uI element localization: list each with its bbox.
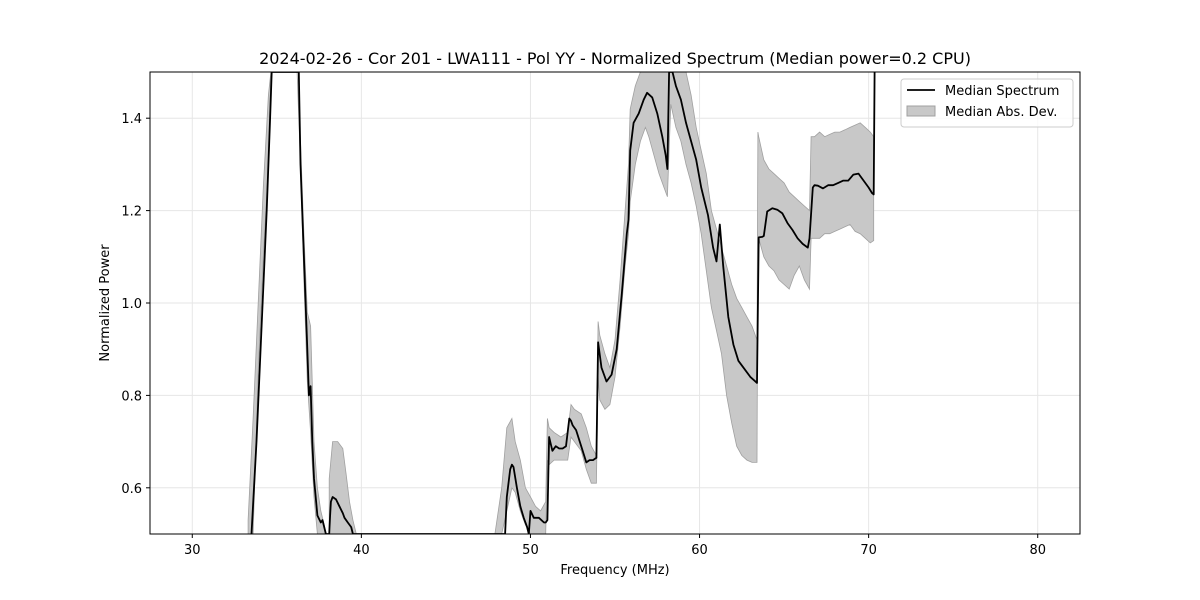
legend: Median Spectrum Median Abs. Dev. [900,78,1074,128]
legend-label-median-abs-dev: Median Abs. Dev. [945,105,1057,120]
legend-label-median-spectrum: Median Spectrum [945,84,1059,99]
y-axis-label: Normalized Power [98,244,113,362]
y-tick-label: 1.2 [121,205,142,220]
y-tick-label: 1.4 [121,112,142,127]
chart-title: 2024-02-26 - Cor 201 - LWA111 - Pol YY -… [259,49,971,68]
x-tick-label: 80 [1029,543,1046,558]
x-tick-label: 70 [860,543,877,558]
mad-band-segment [328,441,357,534]
y-tick-label: 0.6 [121,482,142,497]
x-axis-label: Frequency (MHz) [560,563,669,578]
x-tick-label: 30 [184,543,201,558]
x-tick-label: 60 [691,543,708,558]
x-tick-label: 40 [353,543,370,558]
y-axis-ticks: 0.6 0.8 1.0 1.2 1.4 [121,112,150,497]
x-tick-label: 50 [522,543,539,558]
legend-box [900,78,1074,128]
y-tick-label: 0.8 [121,389,142,404]
legend-band-swatch [906,105,936,117]
y-tick-label: 1.0 [121,297,142,312]
x-axis-ticks: 30 40 50 60 70 80 [184,534,1046,558]
median-spectrum-line [250,72,876,534]
median-line-layer [250,72,876,534]
